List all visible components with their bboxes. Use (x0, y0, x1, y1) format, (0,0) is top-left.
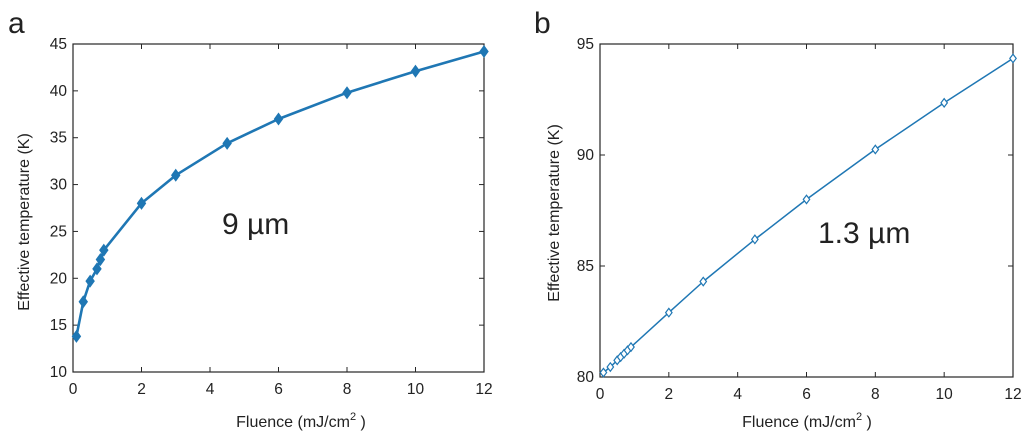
y-tick-label: 40 (50, 83, 68, 100)
x-tick-label: 8 (871, 386, 880, 403)
data-point-marker (92, 262, 102, 276)
x-axis-label-end: ) (862, 414, 872, 431)
series-line (602, 57, 1014, 374)
x-tick-label: 10 (407, 381, 425, 398)
x-tick-label: 2 (665, 386, 674, 403)
data-point-marker (802, 194, 811, 205)
data-point-marker (750, 234, 759, 245)
x-tick-label: 0 (69, 381, 78, 398)
y-axis-label: Effective temperature (K) (16, 133, 33, 311)
data-point-marker (664, 307, 673, 318)
x-tick-label: 6 (274, 381, 283, 398)
plot-area (71, 43, 489, 373)
x-tick-label: 4 (206, 381, 215, 398)
y-axis-label: Effective temperature (K) (546, 124, 563, 302)
y-tick-label: 15 (50, 317, 67, 334)
data-point-marker (273, 112, 284, 126)
x-axis-label-main: Fluence (mJ/cm (742, 414, 856, 431)
x-tick-label: 12 (1004, 386, 1021, 403)
y-tick-label: 45 (50, 36, 67, 53)
x-tick-labels: 0 2 4 6 8 10 12 (69, 381, 493, 398)
y-tick-label: 90 (577, 147, 595, 164)
series-line (75, 50, 485, 337)
x-tick-label: 4 (733, 386, 742, 403)
x-axis-label-end: ) (356, 414, 366, 431)
data-point-marker (871, 144, 880, 155)
data-point-marker (136, 196, 147, 210)
data-point-marker (171, 168, 181, 182)
panel-label-b: b (534, 7, 551, 40)
y-tick-labels: 10 15 20 25 30 35 40 45 (50, 36, 68, 381)
y-tick-label: 80 (577, 369, 595, 386)
axes-box (599, 43, 1014, 378)
x-tick-label: 0 (596, 386, 605, 403)
y-tick-labels: 80 85 90 95 (577, 36, 595, 386)
y-tick-label: 85 (577, 258, 594, 275)
x-axis-label: Fluence (mJ/cm2 ) (236, 411, 366, 431)
data-point-marker (85, 274, 95, 288)
data-point-marker (410, 64, 421, 78)
data-point-marker (940, 97, 949, 109)
x-tick-label: 2 (137, 381, 146, 398)
panel-label-a: a (8, 7, 25, 40)
x-axis-label: Fluence (mJ/cm2 ) (742, 411, 872, 431)
annotation-9um: 9 µm (222, 208, 289, 241)
y-tick-label: 95 (577, 36, 594, 53)
y-tick-label: 30 (50, 177, 68, 194)
x-tick-label: 10 (936, 386, 954, 403)
plot-area (599, 43, 1017, 378)
chart-panel-a: a 10 15 20 25 30 35 40 45 0 2 4 6 8 10 12 Effective t… (8, 7, 493, 431)
data-point-marker (95, 253, 106, 267)
data-point-marker (1009, 53, 1017, 64)
x-axis-label-main: Fluence (mJ/cm (236, 414, 350, 431)
y-tick-label: 25 (50, 223, 67, 240)
data-point-marker (99, 243, 109, 257)
chart-panel-b: b 80 85 90 95 0 2 4 6 8 10 12 Effective temperatu… (534, 7, 1022, 431)
data-point-marker (606, 361, 615, 373)
annotation-1-3um: 1.3 µm (818, 217, 910, 250)
data-point-marker (627, 341, 635, 353)
x-tick-label: 12 (475, 381, 492, 398)
x-tick-label: 6 (802, 386, 811, 403)
data-point-marker (71, 329, 82, 343)
data-point-marker (599, 367, 608, 378)
data-point-marker (222, 136, 232, 150)
data-point-marker (479, 44, 489, 59)
data-point-marker (342, 86, 352, 100)
x-tick-labels: 0 2 4 6 8 10 12 (596, 386, 1022, 403)
data-point-marker (699, 276, 708, 287)
x-axis-label-superscript: 2 (350, 411, 356, 423)
y-tick-label: 20 (50, 270, 68, 287)
data-point-marker (78, 295, 89, 309)
y-tick-label: 10 (50, 364, 68, 381)
x-axis-label-superscript: 2 (856, 411, 862, 423)
y-tick-label: 35 (50, 130, 67, 147)
x-tick-label: 8 (343, 381, 352, 398)
